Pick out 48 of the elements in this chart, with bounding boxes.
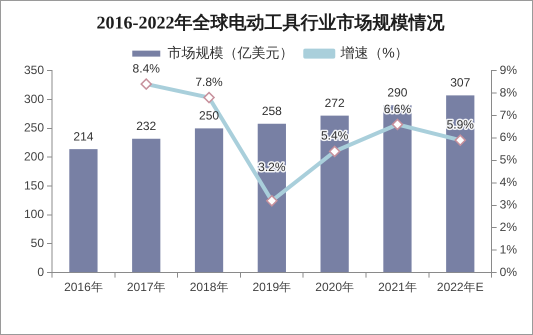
legend-label: 市场规模（亿美元） — [167, 44, 294, 60]
data-label: 5.4% — [320, 128, 349, 143]
data-label: 214 — [73, 129, 94, 144]
bar — [194, 128, 224, 272]
data-label: 232 — [136, 119, 157, 134]
y-tick-label: 100 — [24, 207, 44, 222]
x-tick-label: 2021年 — [378, 280, 417, 294]
data-label: 290 — [387, 86, 408, 100]
y2-tick-label: 7% — [500, 108, 518, 122]
data-label: 7.8% — [195, 74, 224, 89]
y2-tick-label: 4% — [500, 175, 518, 190]
data-label: 250 — [199, 108, 220, 123]
y2-tick-label: 2% — [500, 220, 518, 234]
bar — [383, 105, 412, 272]
chart-title: 2016-2022年全球电动工具行业市场规模情况 — [96, 12, 446, 32]
y-tick-label: 350 — [24, 62, 44, 77]
y-tick-label: 200 — [24, 149, 44, 164]
data-label: 6.6% — [384, 102, 412, 116]
y2-tick-label: 6% — [500, 130, 518, 144]
data-label: 8.4% — [132, 61, 160, 76]
data-label: 258 — [262, 104, 282, 118]
y2-tick-label: 5% — [500, 152, 518, 167]
y2-tick-label: 3% — [500, 198, 518, 212]
x-tick-label: 2020年 — [315, 280, 354, 294]
x-tick-label: 2022年E — [436, 280, 484, 294]
x-tick-label: 2018年 — [190, 280, 228, 294]
data-label: 272 — [324, 96, 345, 110]
x-tick-label: 2019年 — [252, 280, 292, 294]
bar — [258, 124, 286, 272]
y2-tick-label: 1% — [500, 242, 518, 256]
y2-tick-label: 9% — [500, 62, 518, 77]
bar — [446, 95, 474, 272]
y-tick-label: 300 — [24, 92, 44, 106]
y-tick-label: 0 — [37, 264, 44, 279]
bar — [320, 116, 349, 272]
y-tick-label: 250 — [24, 120, 44, 135]
x-tick-label: 2017年 — [126, 280, 166, 294]
y2-tick-label: 0% — [500, 264, 518, 279]
x-tick-label: 2016年 — [64, 280, 103, 294]
legend-label: 增速（%） — [339, 44, 409, 60]
data-label: 3.2% — [258, 160, 286, 174]
bar — [132, 138, 160, 272]
data-label: 307 — [450, 76, 471, 90]
bar — [69, 149, 98, 272]
y2-tick-label: 8% — [500, 85, 518, 100]
data-label: 5.9% — [446, 117, 474, 132]
y-tick-label: 50 — [30, 236, 44, 250]
y-tick-label: 150 — [24, 178, 44, 192]
